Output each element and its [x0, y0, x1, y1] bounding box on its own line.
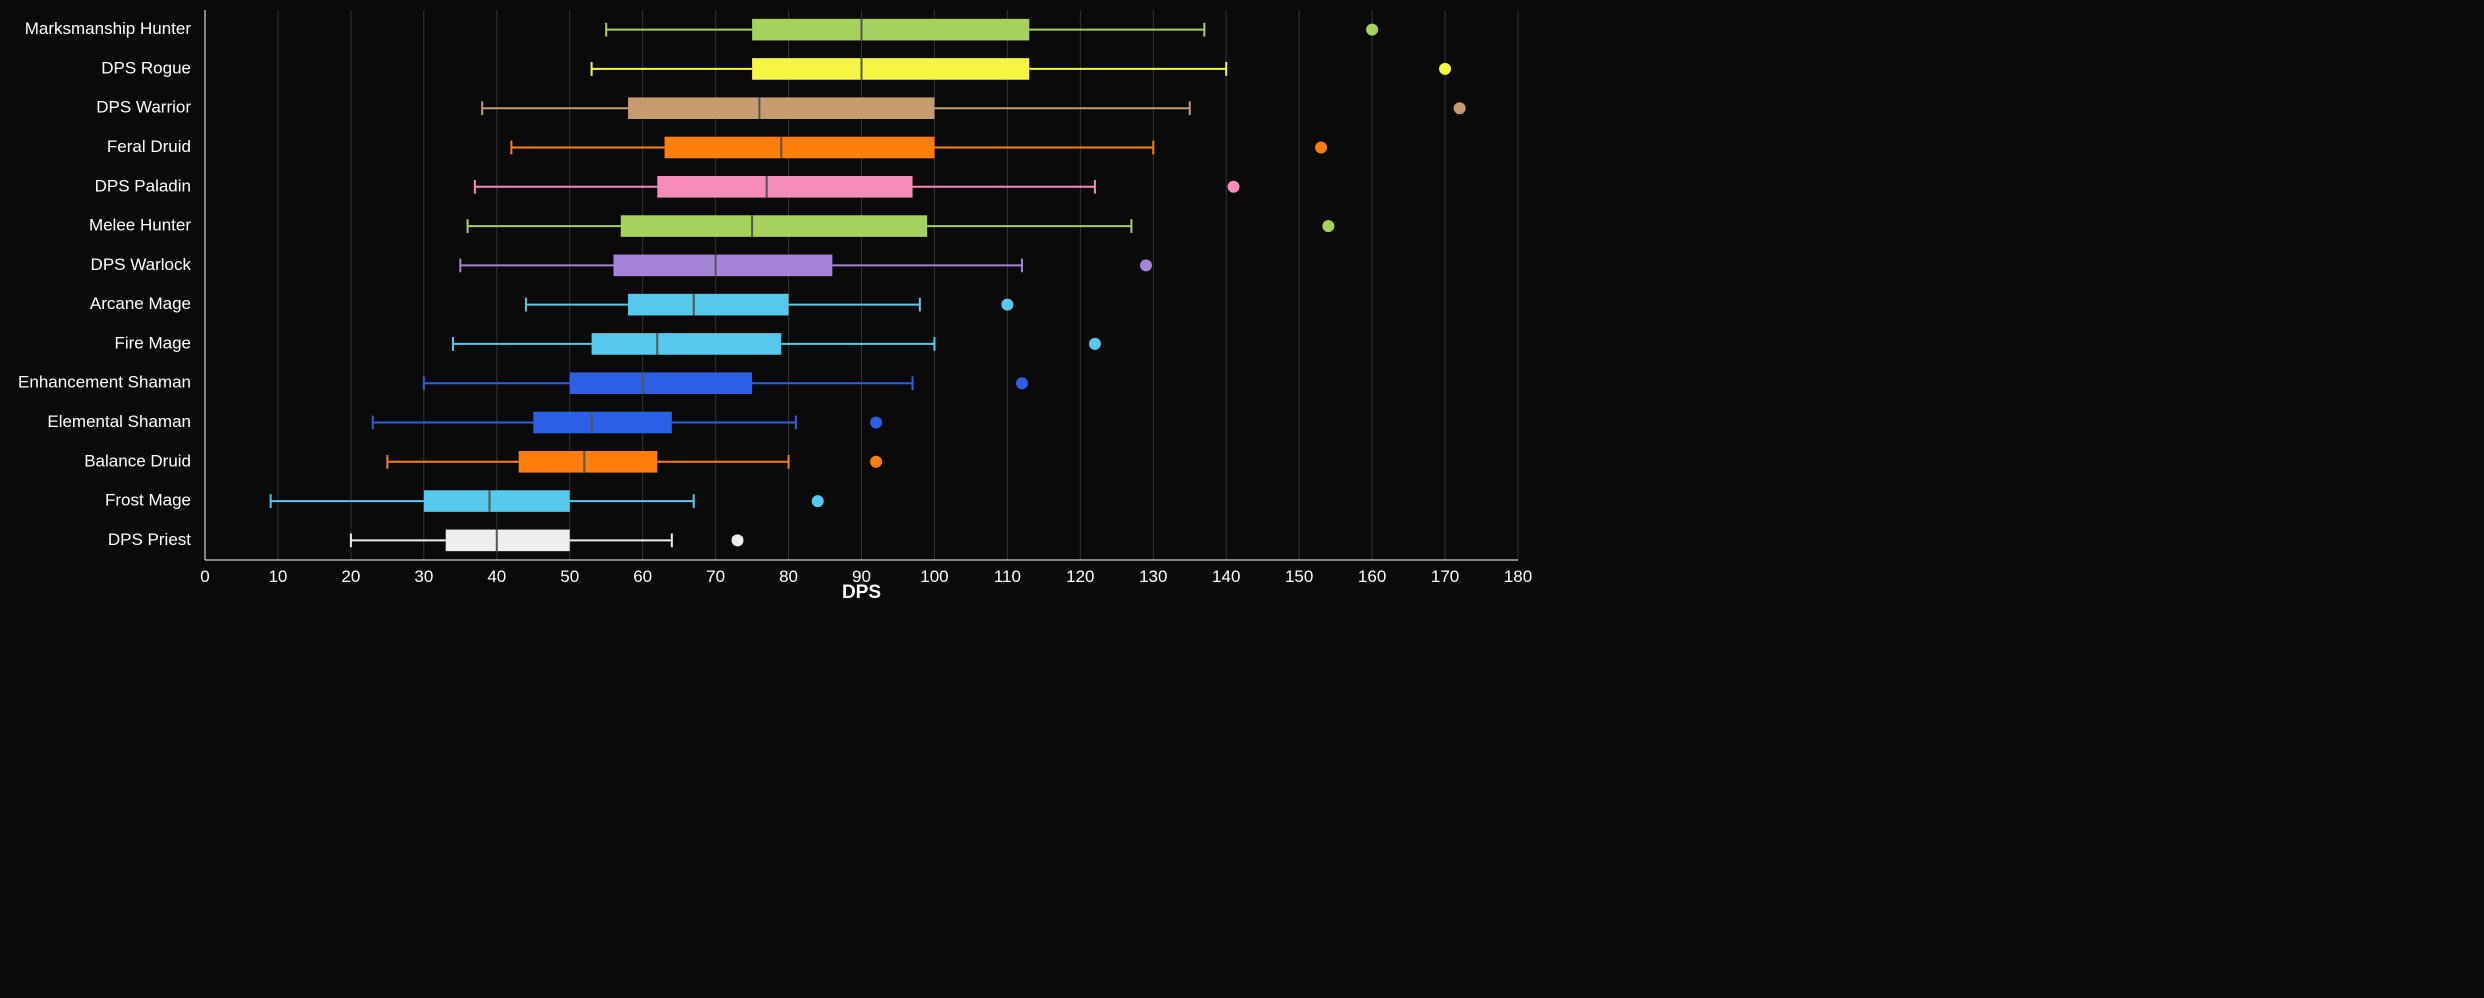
y-tick-label: Enhancement Shaman [18, 373, 191, 392]
y-tick-label: Frost Mage [105, 491, 191, 510]
x-tick-label: 30 [414, 567, 433, 586]
outlier-point [870, 417, 882, 429]
x-tick-label: 110 [994, 567, 1021, 586]
x-tick-label: 70 [706, 567, 725, 586]
dps-boxplot-chart: 0102030405060708090100110120130140150160… [0, 0, 1553, 624]
x-tick-label: 170 [1431, 567, 1459, 586]
x-tick-label: 10 [268, 567, 287, 586]
y-tick-label: DPS Warrior [96, 98, 191, 117]
outlier-point [1089, 338, 1101, 350]
x-tick-label: 180 [1504, 567, 1532, 586]
x-axis-title: DPS [842, 582, 881, 603]
y-tick-label: Balance Druid [84, 451, 191, 470]
outlier-point [1322, 220, 1334, 232]
outlier-point [1439, 63, 1451, 75]
y-tick-label: DPS Priest [108, 530, 191, 549]
x-tick-label: 80 [779, 567, 798, 586]
y-tick-label: DPS Paladin [95, 176, 191, 195]
outlier-point [870, 456, 882, 468]
x-tick-label: 100 [920, 567, 948, 586]
outlier-point [1001, 299, 1013, 311]
x-tick-label: 20 [341, 567, 360, 586]
outlier-point [1366, 24, 1378, 36]
x-tick-label: 140 [1212, 567, 1240, 586]
y-tick-label: Melee Hunter [89, 216, 191, 235]
outlier-point [1140, 259, 1152, 271]
y-tick-label: DPS Warlock [91, 255, 192, 274]
y-tick-label: Marksmanship Hunter [25, 19, 192, 38]
outlier-point [1315, 142, 1327, 154]
outlier-point [1228, 181, 1240, 193]
y-tick-label: DPS Rogue [101, 58, 191, 77]
outlier-point [731, 534, 743, 546]
x-tick-label: 130 [1139, 567, 1167, 586]
x-tick-label: 50 [560, 567, 579, 586]
outlier-point [1016, 377, 1028, 389]
y-tick-label: Fire Mage [114, 333, 191, 352]
x-tick-label: 150 [1285, 567, 1313, 586]
y-tick-label: Elemental Shaman [47, 412, 191, 431]
x-tick-label: 40 [487, 567, 506, 586]
outlier-point [1454, 102, 1466, 114]
x-tick-label: 160 [1358, 567, 1386, 586]
y-tick-label: Arcane Mage [90, 294, 191, 313]
x-tick-label: 0 [200, 567, 209, 586]
y-tick-label: Feral Druid [107, 137, 191, 156]
outlier-point [812, 495, 824, 507]
x-tick-label: 120 [1066, 567, 1094, 586]
x-tick-label: 60 [633, 567, 652, 586]
